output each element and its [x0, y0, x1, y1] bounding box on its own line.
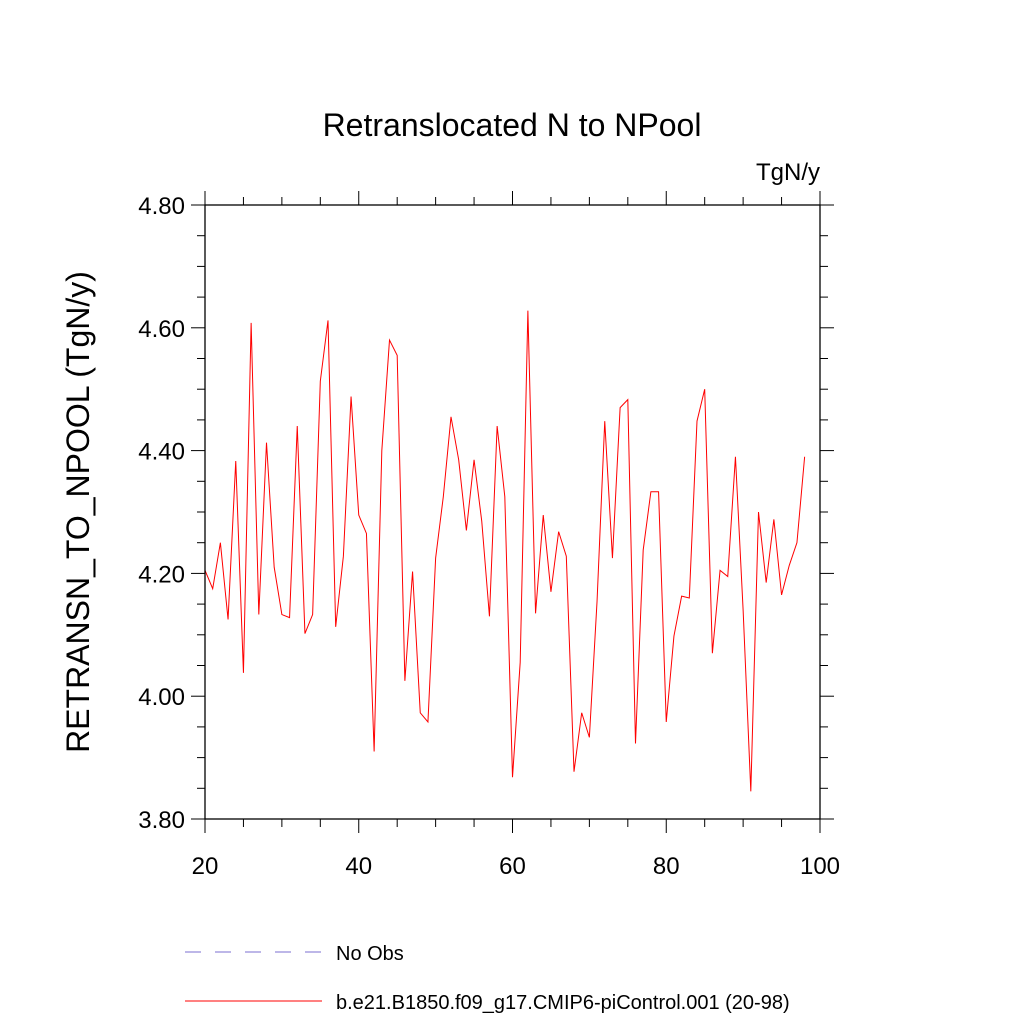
units-label: TgN/y	[756, 159, 820, 186]
x-axis-ticks: 20 40 60 80 100	[192, 191, 840, 880]
legend-label-model: b.e21.B1850.f09_g17.CMIP6-piControl.001 …	[336, 992, 790, 1014]
y-tick-label: 4.20	[138, 561, 185, 588]
y-axis-ticks: 3.80 4.00 4.20 4.40 4.60 4.80	[138, 193, 834, 834]
y-axis-label: RETRANSN_TO_NPOOL (TgN/y)	[60, 271, 96, 753]
x-tick-label: 40	[345, 853, 372, 880]
x-tick-label: 100	[800, 853, 840, 880]
y-tick-label: 3.80	[138, 807, 185, 834]
x-tick-label: 20	[192, 853, 219, 880]
y-tick-label: 4.80	[138, 193, 185, 220]
legend-label-no-obs: No Obs	[336, 943, 404, 965]
x-tick-label: 80	[653, 853, 680, 880]
series-layer	[204, 310, 806, 792]
chart-title: Retranslocated N to NPool	[323, 107, 702, 143]
y-tick-label: 4.60	[138, 316, 185, 343]
y-tick-label: 4.40	[138, 439, 185, 466]
series-line	[204, 310, 806, 792]
plot-frame	[204, 204, 821, 820]
y-tick-label: 4.00	[138, 684, 185, 711]
x-tick-label: 60	[499, 853, 526, 880]
legend: No Obs b.e21.B1850.f09_g17.CMIP6-piContr…	[185, 943, 790, 1014]
